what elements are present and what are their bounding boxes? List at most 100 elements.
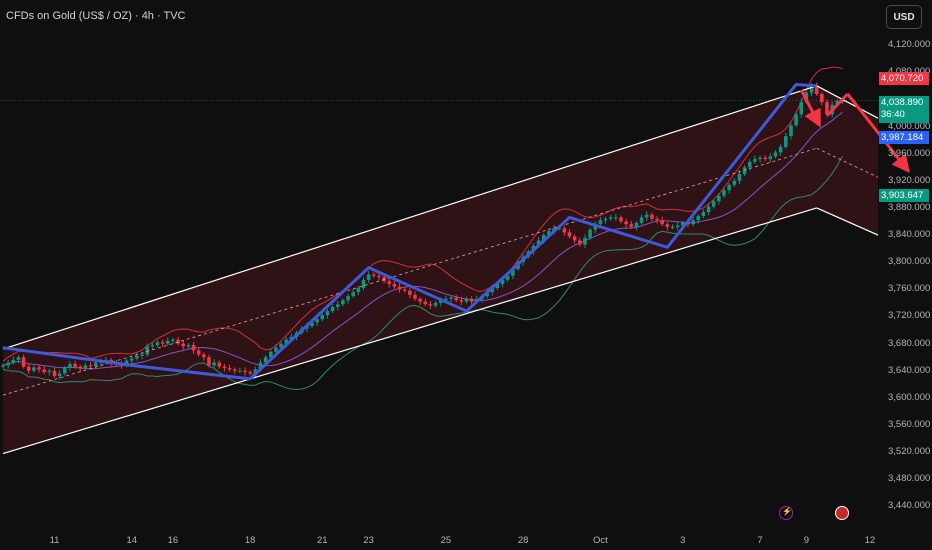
candle — [696, 216, 701, 221]
candle — [32, 367, 36, 371]
candle — [454, 297, 458, 301]
candle — [428, 304, 433, 306]
candle — [176, 339, 180, 344]
price-tick-label: 4,080.000 — [888, 66, 930, 77]
candle — [660, 220, 664, 225]
price-tick-label: 3,560.000 — [888, 419, 931, 431]
candle — [47, 370, 52, 373]
price-tick-label: 3,520.000 — [888, 446, 931, 458]
candle — [171, 339, 175, 341]
candle — [387, 281, 392, 284]
candle — [222, 366, 227, 369]
candle — [330, 306, 335, 312]
candle — [598, 220, 603, 225]
time-tick-label: 9 — [803, 535, 810, 546]
time-tick-label: 7 — [757, 535, 763, 546]
band-lower — [2, 155, 843, 390]
last-price-value: 4,038.890 — [881, 97, 924, 108]
candle — [624, 221, 628, 225]
candle — [778, 146, 783, 153]
candle — [6, 362, 10, 366]
time-tick-label: 11 — [49, 535, 60, 546]
candle — [490, 287, 495, 293]
candle — [196, 350, 201, 355]
candle — [150, 344, 155, 347]
candle — [243, 370, 247, 373]
time-tick-label: 3 — [680, 535, 686, 546]
candle — [356, 287, 361, 293]
candle — [773, 152, 778, 157]
candle — [145, 346, 149, 355]
lightning-icon[interactable] — [779, 506, 793, 520]
currency-button[interactable]: USD — [886, 5, 922, 29]
candle — [408, 290, 412, 295]
candle — [88, 365, 93, 367]
candle — [402, 289, 407, 291]
candle — [614, 217, 618, 219]
candle — [670, 226, 675, 228]
candle — [681, 222, 685, 226]
candle — [593, 224, 598, 230]
candle — [325, 311, 330, 316]
price-tick-label: 3,960.000 — [888, 147, 931, 159]
candle — [675, 225, 680, 227]
candle — [413, 294, 417, 299]
candle — [629, 224, 634, 227]
price-tick-label: 3,720.000 — [888, 310, 931, 322]
candle — [784, 136, 788, 147]
candle — [397, 286, 402, 290]
candle — [438, 300, 443, 303]
candle — [433, 302, 438, 306]
candle — [814, 85, 819, 94]
candle — [644, 214, 649, 218]
candle — [372, 274, 376, 276]
candle — [263, 357, 268, 363]
candle — [124, 360, 129, 366]
candle — [346, 296, 350, 301]
candle — [135, 355, 139, 359]
candle — [825, 102, 829, 115]
time-tick-label: 18 — [244, 535, 256, 546]
candle — [562, 228, 567, 233]
candle — [238, 370, 242, 372]
blue-level-tag: 3,987.184 — [879, 131, 929, 144]
us-flag-icon[interactable] — [835, 506, 849, 520]
candle — [335, 304, 340, 307]
price-tick-label: 3,800.000 — [888, 256, 931, 268]
candle — [16, 357, 21, 360]
candle — [639, 217, 644, 223]
candle — [181, 343, 186, 347]
candle — [26, 366, 31, 371]
candle — [320, 315, 325, 320]
candle — [737, 174, 742, 181]
candle — [423, 301, 428, 305]
candle — [572, 236, 577, 241]
candle — [232, 369, 237, 371]
high-price-tag: 4,070.720 — [879, 72, 929, 85]
chart-title: CFDs on Gold (US$ / OZ) · 4h · TVC — [6, 10, 186, 22]
projection-upper-line — [816, 85, 878, 119]
candle — [500, 279, 505, 284]
candle — [418, 298, 422, 302]
candle — [701, 212, 706, 217]
candle — [655, 218, 659, 221]
candle — [444, 298, 448, 301]
candle — [21, 357, 26, 367]
candle — [583, 237, 587, 245]
time-tick-label: 23 — [363, 535, 374, 546]
candle — [747, 161, 752, 168]
candle — [1, 365, 5, 367]
candle — [768, 156, 773, 160]
candle — [706, 206, 711, 213]
candle — [258, 362, 263, 370]
wave-path — [2, 82, 817, 381]
candle — [361, 279, 366, 288]
candle — [469, 298, 474, 302]
candle — [166, 340, 170, 344]
candle — [191, 344, 196, 351]
candle — [227, 368, 232, 370]
price-tick-label: 3,640.000 — [888, 364, 931, 376]
candle — [212, 362, 216, 366]
candle — [366, 274, 371, 280]
